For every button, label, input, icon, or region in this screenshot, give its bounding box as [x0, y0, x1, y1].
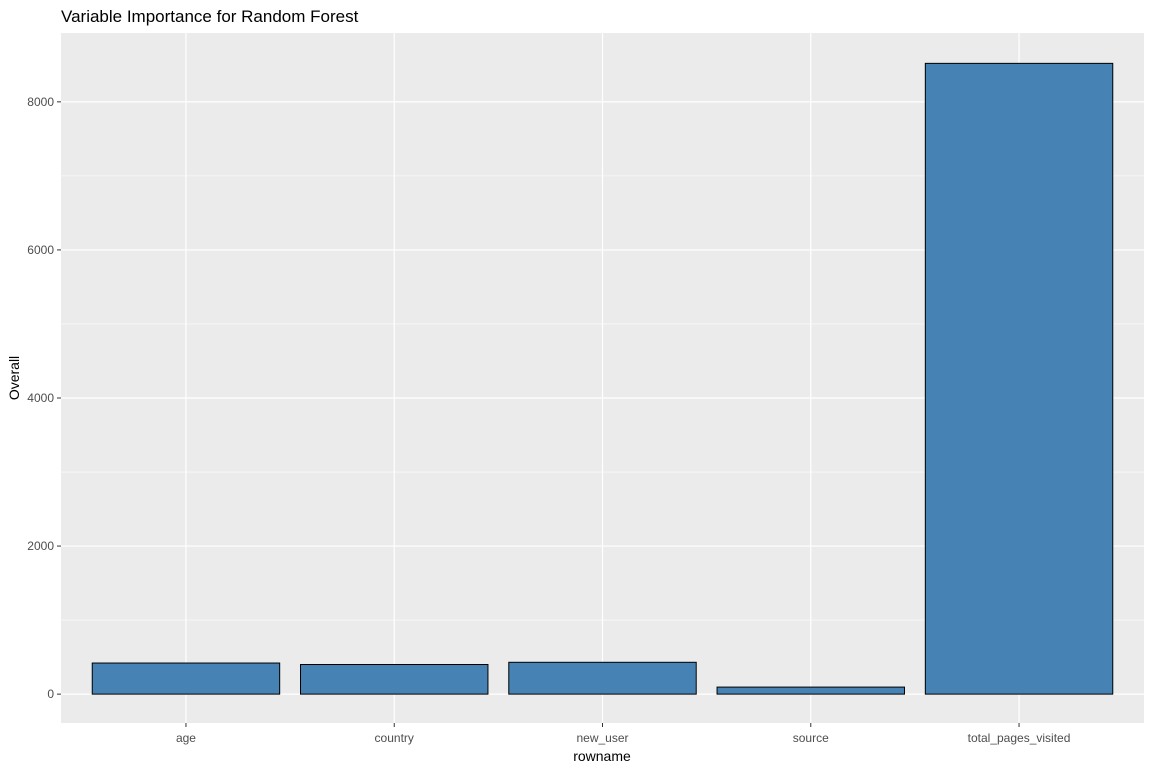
x-tick-label: age [176, 731, 196, 745]
chart-title: Variable Importance for Random Forest [61, 7, 359, 26]
bar-total_pages_visited [924, 62, 1114, 695]
bar-source [716, 686, 905, 695]
y-axis-label: Overall [6, 356, 22, 400]
y-tick-label: 2000 [27, 539, 54, 553]
bar-age [91, 662, 281, 695]
x-tick-label: source [793, 731, 829, 745]
bar-country [300, 664, 489, 695]
x-tick-label: new_user [576, 731, 628, 745]
x-tick-label: total_pages_visited [968, 731, 1071, 745]
bar-new_user [508, 661, 697, 695]
x-axis-ticks: age country new_user source total_pages_visi… [176, 723, 1070, 745]
bars [91, 62, 1114, 695]
y-tick-label: 4000 [27, 391, 54, 405]
y-tick-label: 0 [47, 687, 54, 701]
x-axis-label: rowname [573, 748, 631, 764]
y-axis-ticks: 0 2000 4000 6000 8000 [27, 95, 61, 701]
y-tick-label: 8000 [27, 95, 54, 109]
x-tick-label: country [375, 731, 414, 745]
y-tick-label: 6000 [27, 243, 54, 257]
